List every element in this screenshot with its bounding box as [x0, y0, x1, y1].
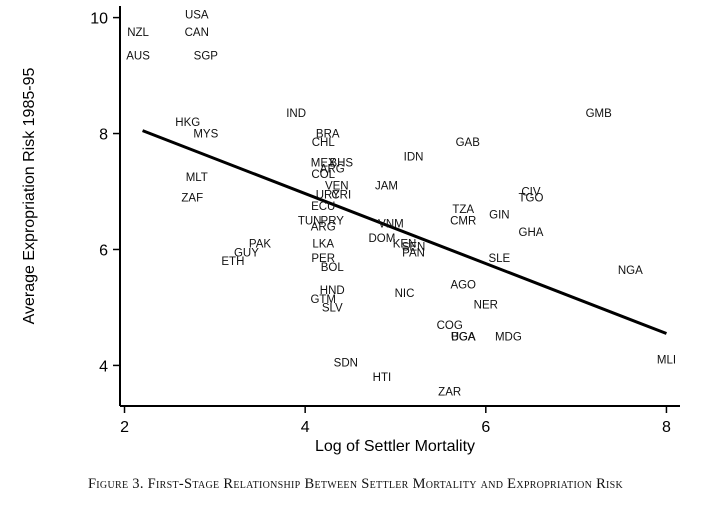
point-label-mlt: MLT [186, 172, 208, 184]
point-label-hnd: HND [320, 285, 345, 297]
point-label-gab: GAB [456, 137, 481, 149]
point-label-lka: LKA [312, 239, 334, 251]
point-label-nic: NIC [395, 288, 415, 300]
point-label-cog: COG [437, 320, 463, 332]
point-label-ken: KEN [393, 239, 417, 251]
regression-line [142, 129, 667, 335]
point-label-sdn: SDN [334, 358, 358, 370]
point-label-usa: USA [185, 10, 209, 22]
point-label-cri: CRI [331, 189, 351, 201]
point-label-mys: MYS [193, 129, 218, 141]
x-tick-label: 2 [120, 419, 129, 436]
y-tick-label: 8 [99, 127, 108, 144]
point-label-eth: ETH [221, 256, 244, 268]
point-label-bga: BGA [451, 331, 476, 343]
point-label-jam: JAM [375, 181, 398, 193]
point-label-gtm: GTM [310, 294, 336, 306]
point-label-idn: IDN [404, 152, 424, 164]
point-label-hti: HTI [373, 372, 392, 384]
point-label-ago: AGO [450, 279, 476, 291]
point-label-pry: PRY [321, 215, 345, 227]
point-label-can: CAN [185, 27, 209, 39]
point-label-per: PER [311, 253, 335, 265]
point-label-aus: AUS [126, 50, 150, 62]
point-label-pan: PAN [402, 247, 425, 259]
point-label-nzl: NZL [127, 27, 149, 39]
point-label-arg: ARG [320, 163, 345, 175]
point-label-tun: TUN [298, 215, 322, 227]
point-label-arg: ARG [311, 221, 336, 233]
point-label-guy: GUY [234, 247, 259, 259]
point-label-cmr: CMR [450, 215, 476, 227]
x-tick-label: 4 [301, 419, 310, 436]
point-label-chl: CHL [312, 137, 336, 149]
point-label-mex: MEX [311, 158, 336, 170]
point-label-ind: IND [286, 108, 306, 120]
y-tick-label: 10 [90, 11, 108, 28]
point-label-mli: MLI [657, 355, 676, 367]
figure-caption: Figure 3. First-Stage Relationship Betwe… [87, 476, 624, 492]
x-tick-label: 8 [662, 419, 671, 436]
y-axis-title: Average Expropriation Risk 1985-95 [21, 68, 38, 325]
point-label-vnm: VNM [378, 218, 404, 230]
point-label-col: COL [311, 169, 335, 181]
point-label-bra: BRA [316, 129, 340, 141]
ticks [113, 16, 668, 413]
point-label-bhs: BHS [329, 158, 353, 170]
point-label-nga: NGA [618, 265, 643, 277]
point-label-zaf: ZAF [181, 192, 203, 204]
point-label-ecu: ECU [311, 201, 335, 213]
point-label-ury: URY [316, 189, 340, 201]
point-label-civ: CIV [521, 187, 541, 199]
y-tick-label: 6 [99, 242, 108, 259]
x-tick-label: 6 [481, 419, 490, 436]
point-label-sen: SEN [402, 242, 426, 254]
point-label-hkg: HKG [175, 117, 200, 129]
point-label-tza: TZA [452, 204, 474, 216]
x-axis-title: Log of Settler Mortality [315, 438, 475, 455]
point-label-pak: PAK [249, 239, 271, 251]
point-label-gin: GIN [489, 210, 509, 222]
point-label-mdg: MDG [495, 331, 522, 343]
point-label-tgo: TGO [519, 192, 544, 204]
axes [119, 6, 680, 407]
point-label-ner: NER [474, 300, 498, 312]
point-label-ven: VEN [325, 181, 349, 193]
point-label-dom: DOM [369, 233, 396, 245]
point-label-bol: BOL [321, 262, 345, 274]
point-label-zar: ZAR [438, 387, 461, 399]
point-label-sgp: SGP [194, 50, 219, 62]
point-label-uga: UGA [451, 331, 476, 343]
point-label-gmb: GMB [586, 108, 613, 120]
y-tick-label: 4 [99, 358, 108, 375]
point-label-sle: SLE [488, 253, 510, 265]
point-label-slv: SLV [322, 302, 343, 314]
point-label-gha: GHA [519, 227, 544, 239]
tick-labels: 2 4 6 8 4 6 8 10 [90, 11, 671, 436]
